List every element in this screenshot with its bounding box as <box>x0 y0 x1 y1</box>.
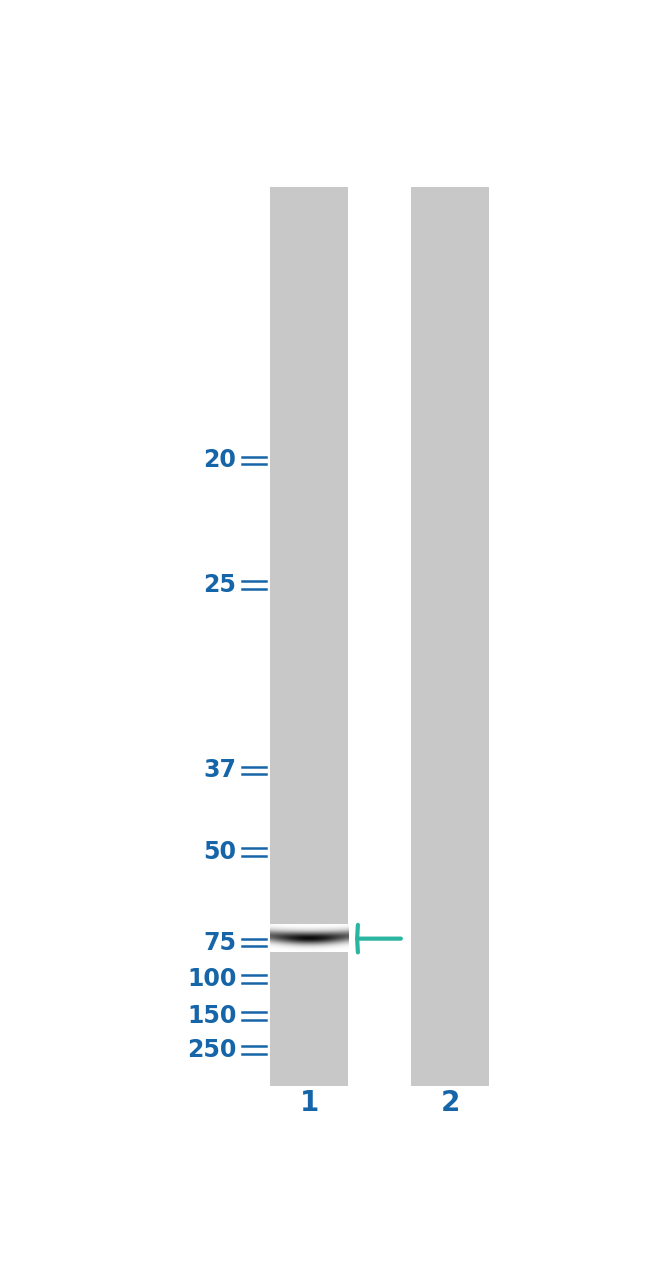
Text: 37: 37 <box>203 758 237 782</box>
Text: 20: 20 <box>203 448 237 472</box>
Text: 2: 2 <box>441 1088 460 1116</box>
Bar <box>270 187 348 1086</box>
Text: 1: 1 <box>300 1088 318 1116</box>
Text: 250: 250 <box>187 1038 237 1062</box>
Text: 75: 75 <box>203 931 237 955</box>
Text: 150: 150 <box>187 1003 237 1027</box>
Bar <box>411 187 489 1086</box>
Text: 100: 100 <box>187 966 237 991</box>
Text: 25: 25 <box>203 573 237 597</box>
Text: 50: 50 <box>203 839 237 864</box>
